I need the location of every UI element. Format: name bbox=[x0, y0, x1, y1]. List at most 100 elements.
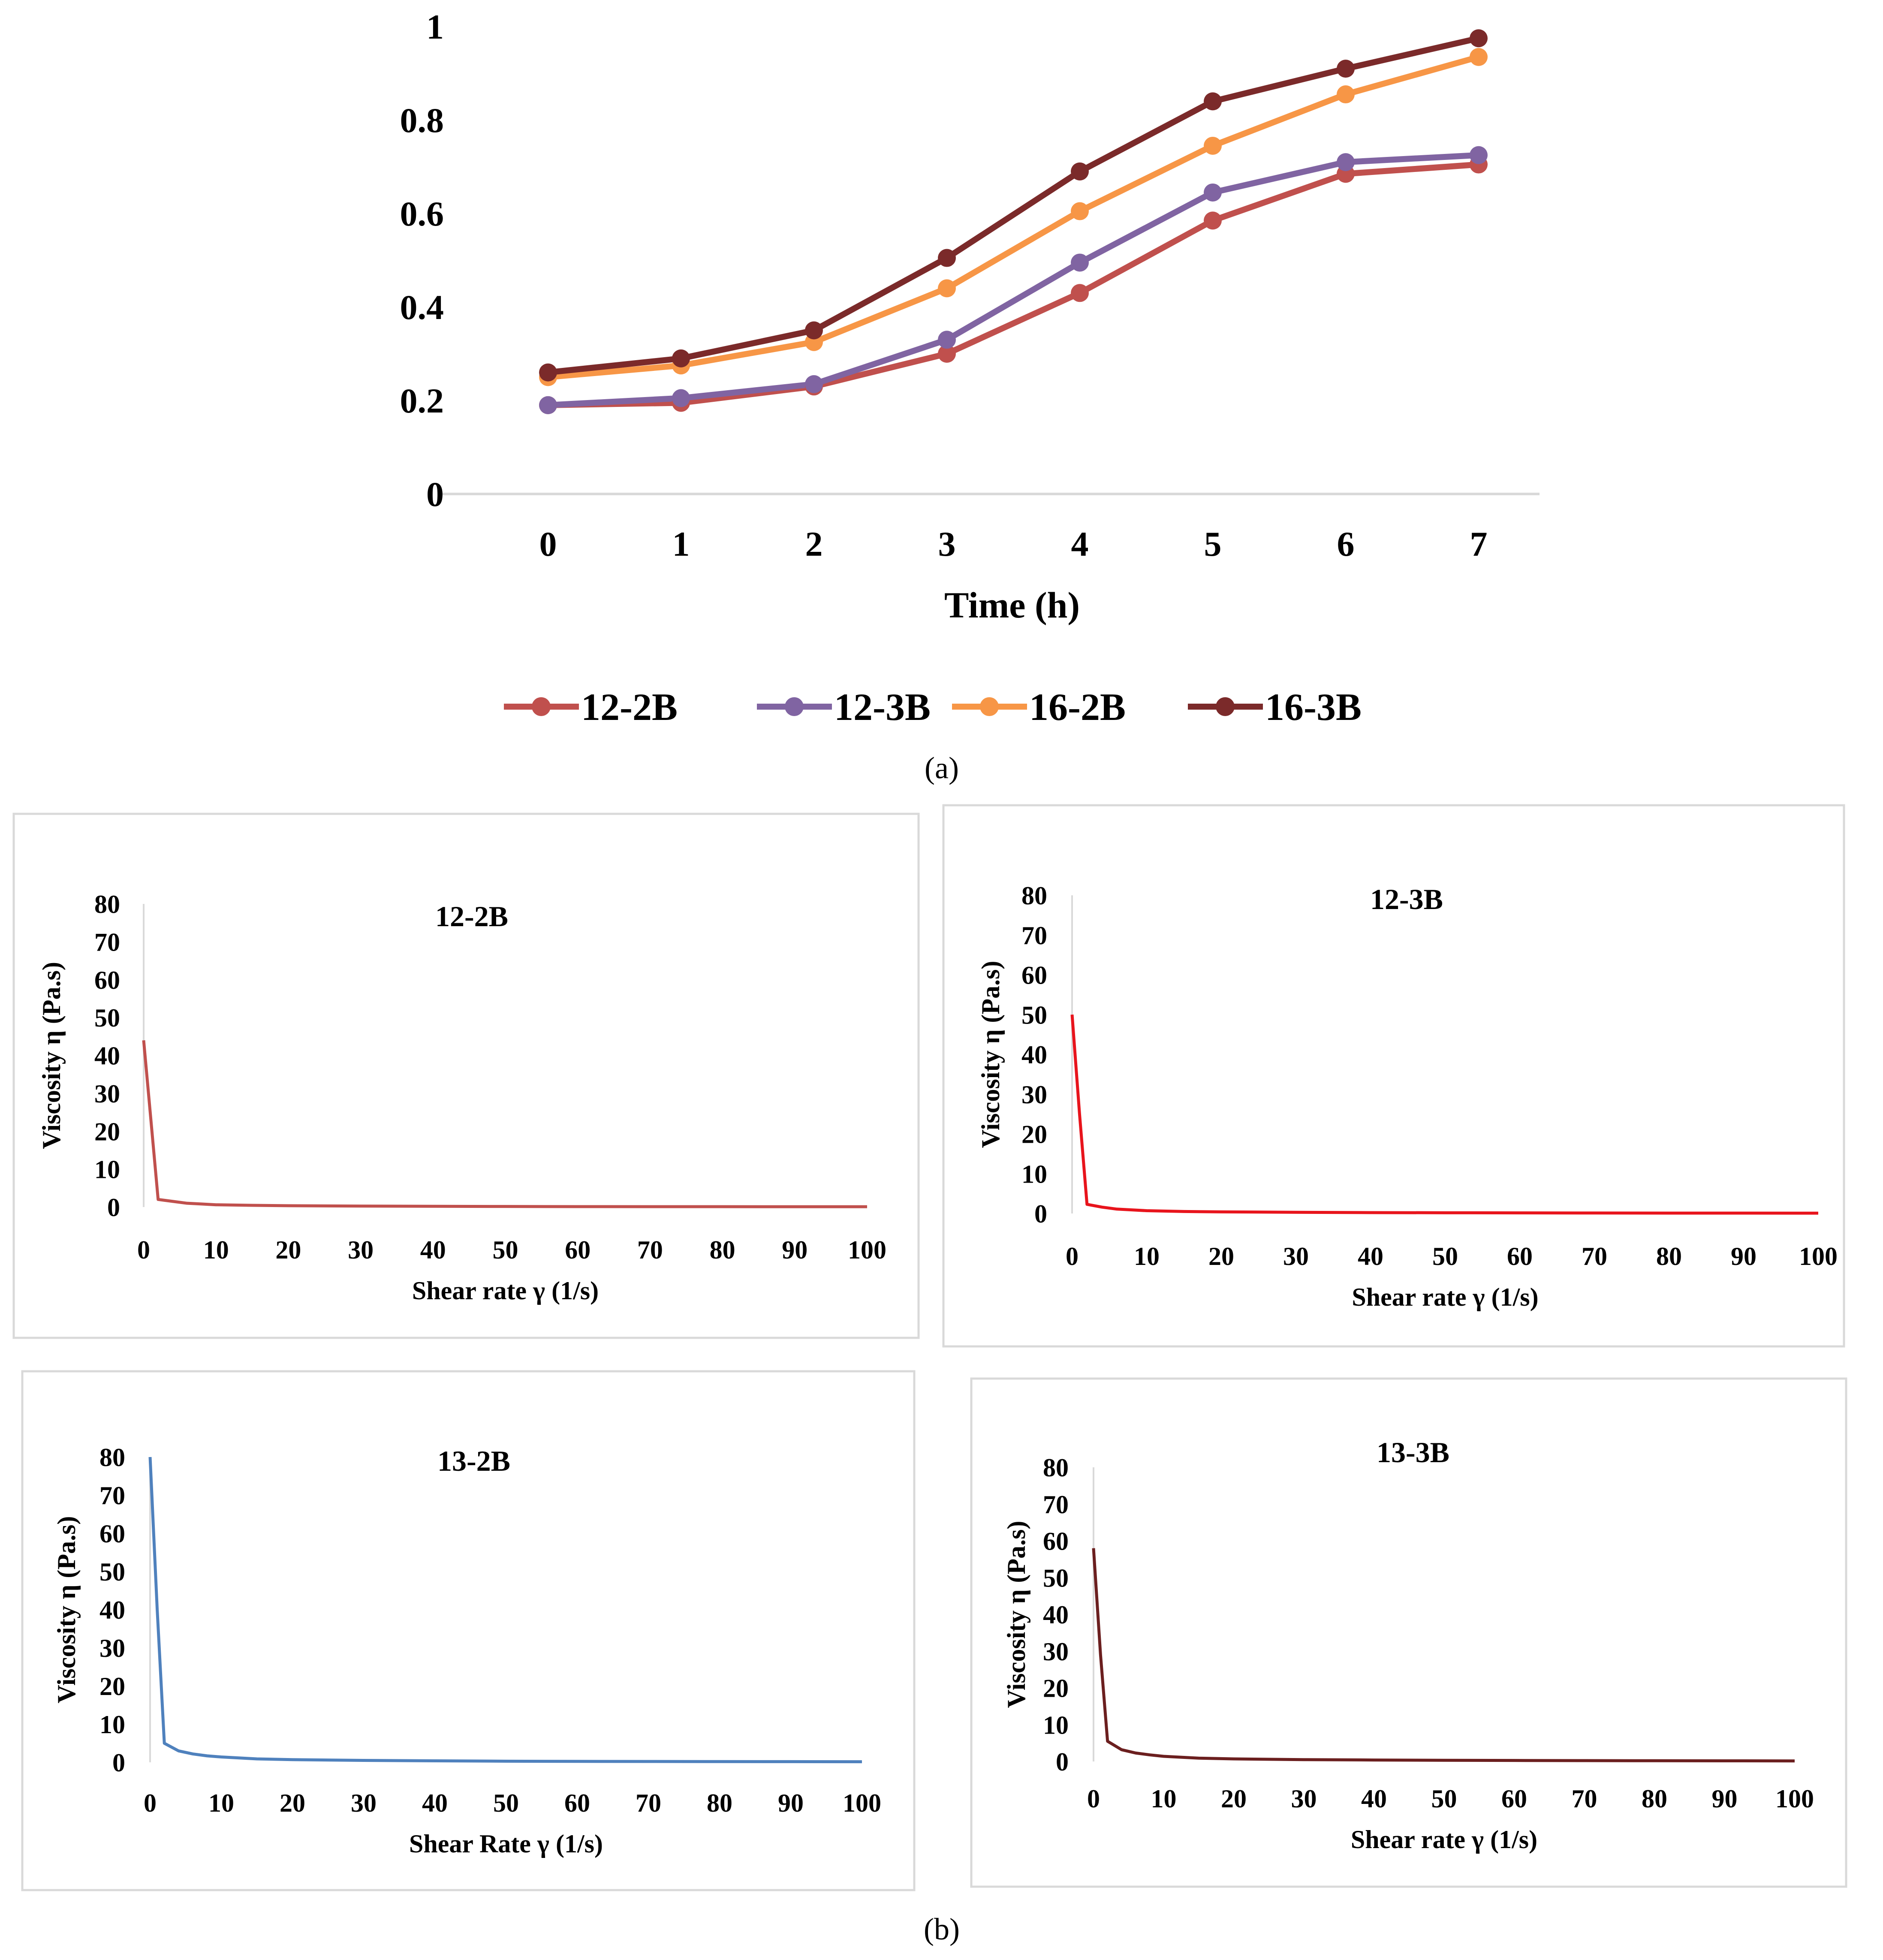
x-tick-label: 60 bbox=[1507, 1242, 1533, 1271]
y-tick-label: 0 bbox=[1034, 1200, 1047, 1228]
y-tick-label: 10 bbox=[99, 1710, 125, 1739]
data-point-16-2b bbox=[1071, 202, 1089, 220]
data-point-16-3b bbox=[938, 249, 956, 267]
panel-title: 12-3B bbox=[1370, 883, 1443, 915]
x-tick-label: 40 bbox=[1361, 1785, 1387, 1813]
x-tick-label: 50 bbox=[1432, 1242, 1458, 1271]
data-point-16-3b bbox=[1204, 92, 1222, 111]
data-point-16-2b bbox=[938, 279, 956, 298]
y-tick-label: 30 bbox=[99, 1634, 125, 1662]
x-tick-label: 70 bbox=[1582, 1242, 1607, 1271]
x-tick-label: 3 bbox=[938, 524, 956, 563]
y-tick-label: 10 bbox=[94, 1156, 120, 1184]
x-tick-label: 70 bbox=[1572, 1785, 1597, 1813]
x-tick-label: 80 bbox=[710, 1236, 735, 1264]
x-tick-label: 40 bbox=[1358, 1242, 1383, 1271]
y-tick-label: 40 bbox=[1043, 1601, 1069, 1629]
x-tick-label: 7 bbox=[1470, 524, 1488, 563]
panel-title: 13-3B bbox=[1377, 1436, 1449, 1469]
x-tick-label: 0 bbox=[1087, 1785, 1100, 1813]
y-tick-label: 0.4 bbox=[400, 288, 444, 327]
y-tick-label: 30 bbox=[94, 1080, 120, 1108]
legend-swatch-marker-12-3b bbox=[785, 697, 804, 716]
viscosity-curve bbox=[142, 1040, 867, 1208]
viscosity-curve bbox=[1092, 1548, 1795, 1763]
x-tick-label: 80 bbox=[1656, 1242, 1682, 1271]
viscosity-panels: 12-2B 0 10 20 30 40 50 60 70 80 0 10 20 30 40 50 60 70 80 9… bbox=[37, 882, 1838, 1858]
caption-a: (a) bbox=[925, 751, 959, 785]
y-tick-label: 80 bbox=[94, 890, 120, 918]
x-tick-label: 50 bbox=[493, 1236, 518, 1264]
data-point-16-2b bbox=[1337, 85, 1355, 104]
y-tick-labels: 0 0.2 0.4 0.6 0.8 1 bbox=[400, 7, 444, 514]
series-line-16-2b bbox=[548, 54, 1479, 380]
data-point-12-3b bbox=[938, 331, 956, 349]
x-tick-label: 6 bbox=[1337, 524, 1355, 563]
y-tick-label: 0 bbox=[107, 1193, 120, 1222]
y-tick-label: 40 bbox=[1021, 1041, 1047, 1069]
y-tick-label: 80 bbox=[99, 1443, 125, 1472]
x-tick-label: 100 bbox=[843, 1789, 881, 1817]
y-tick-label: 10 bbox=[1021, 1160, 1047, 1188]
x-tick-labels: 0 1 2 3 4 5 6 7 bbox=[539, 524, 1488, 563]
y-axis-label: Viscosity η (Pa.s) bbox=[1002, 1521, 1030, 1708]
x-tick-label: 70 bbox=[636, 1789, 661, 1817]
x-tick-label: 60 bbox=[564, 1789, 590, 1817]
x-tick-label: 90 bbox=[1731, 1242, 1756, 1271]
y-tick-label: 60 bbox=[1021, 961, 1047, 990]
x-tick-label: 90 bbox=[778, 1789, 804, 1817]
y-tick-label: 0 bbox=[426, 475, 444, 514]
x-tick-label: 90 bbox=[1712, 1785, 1738, 1813]
x-tick-label: 1 bbox=[672, 524, 690, 563]
y-tick-label: 80 bbox=[1043, 1454, 1069, 1482]
panel-frame-13-3B bbox=[970, 1377, 1847, 1888]
y-tick-label: 20 bbox=[99, 1672, 125, 1701]
x-tick-label: 50 bbox=[1431, 1785, 1457, 1813]
x-tick-label: 90 bbox=[782, 1236, 807, 1264]
y-axis-label: Viscosity η (Pa.s) bbox=[37, 962, 66, 1149]
x-tick-label: 60 bbox=[565, 1236, 591, 1264]
data-point-12-3b bbox=[1071, 253, 1089, 272]
series-group bbox=[539, 29, 1488, 414]
data-point-12-3b bbox=[1204, 183, 1222, 202]
x-tick-label: 30 bbox=[351, 1789, 377, 1817]
x-tick-label: 30 bbox=[1283, 1242, 1309, 1271]
panel-frame-13-2B bbox=[21, 1370, 916, 1891]
data-point-16-3b bbox=[539, 363, 557, 382]
y-tick-label: 1 bbox=[426, 7, 444, 46]
x-tick-label: 10 bbox=[203, 1236, 229, 1264]
data-point-16-3b bbox=[1071, 162, 1089, 181]
x-tick-label: 10 bbox=[1151, 1785, 1177, 1813]
legend-swatch-marker-12-2b bbox=[532, 697, 551, 716]
series-line-16-3b bbox=[548, 35, 1479, 376]
x-tick-label: 100 bbox=[1799, 1242, 1838, 1271]
x-tick-label: 50 bbox=[493, 1789, 519, 1817]
x-tick-label: 10 bbox=[1134, 1242, 1160, 1271]
viscosity-chart-12-2b: 12-2B 0 10 20 30 40 50 60 70 80 0 10 20 30 40 50 60 70 80 9… bbox=[37, 890, 886, 1305]
x-tick-label: 10 bbox=[208, 1789, 234, 1817]
y-tick-label: 20 bbox=[1043, 1674, 1069, 1703]
data-point-16-2b bbox=[1470, 48, 1488, 66]
y-axis-label: Viscosity η (Pa.s) bbox=[52, 1516, 81, 1704]
viscosity-curve bbox=[1070, 1014, 1819, 1215]
y-tick-label: 50 bbox=[94, 1004, 120, 1032]
data-point-12-2b bbox=[1204, 211, 1222, 230]
viscosity-chart-12-3b: 12-3B 0 10 20 30 40 50 60 70 80 0 10 20 30 40 50 60 70 80 9… bbox=[976, 882, 1838, 1311]
x-tick-label: 70 bbox=[637, 1236, 663, 1264]
y-tick-label: 20 bbox=[1021, 1120, 1047, 1149]
legend-label-16-2b: 16-2B bbox=[1029, 686, 1126, 729]
data-point-12-3b bbox=[805, 375, 823, 393]
legend-swatch-marker-16-3b bbox=[1216, 697, 1235, 716]
y-tick-label: 30 bbox=[1021, 1081, 1047, 1109]
data-point-12-3b bbox=[539, 396, 557, 414]
y-tick-label: 70 bbox=[1021, 921, 1047, 950]
data-point-12-3b bbox=[672, 389, 690, 407]
x-tick-label: 100 bbox=[848, 1236, 886, 1264]
viscosity-chart-13-2b: 13-2B 0 10 20 30 40 50 60 70 80 0 10 20 30 40 50 60 70 80 9… bbox=[52, 1443, 881, 1858]
x-tick-label: 4 bbox=[1071, 524, 1089, 563]
y-tick-label: 60 bbox=[99, 1520, 125, 1548]
legend-label-12-3b: 12-3B bbox=[834, 686, 931, 729]
y-tick-label: 0.8 bbox=[400, 101, 444, 140]
x-tick-label: 0 bbox=[144, 1789, 157, 1817]
